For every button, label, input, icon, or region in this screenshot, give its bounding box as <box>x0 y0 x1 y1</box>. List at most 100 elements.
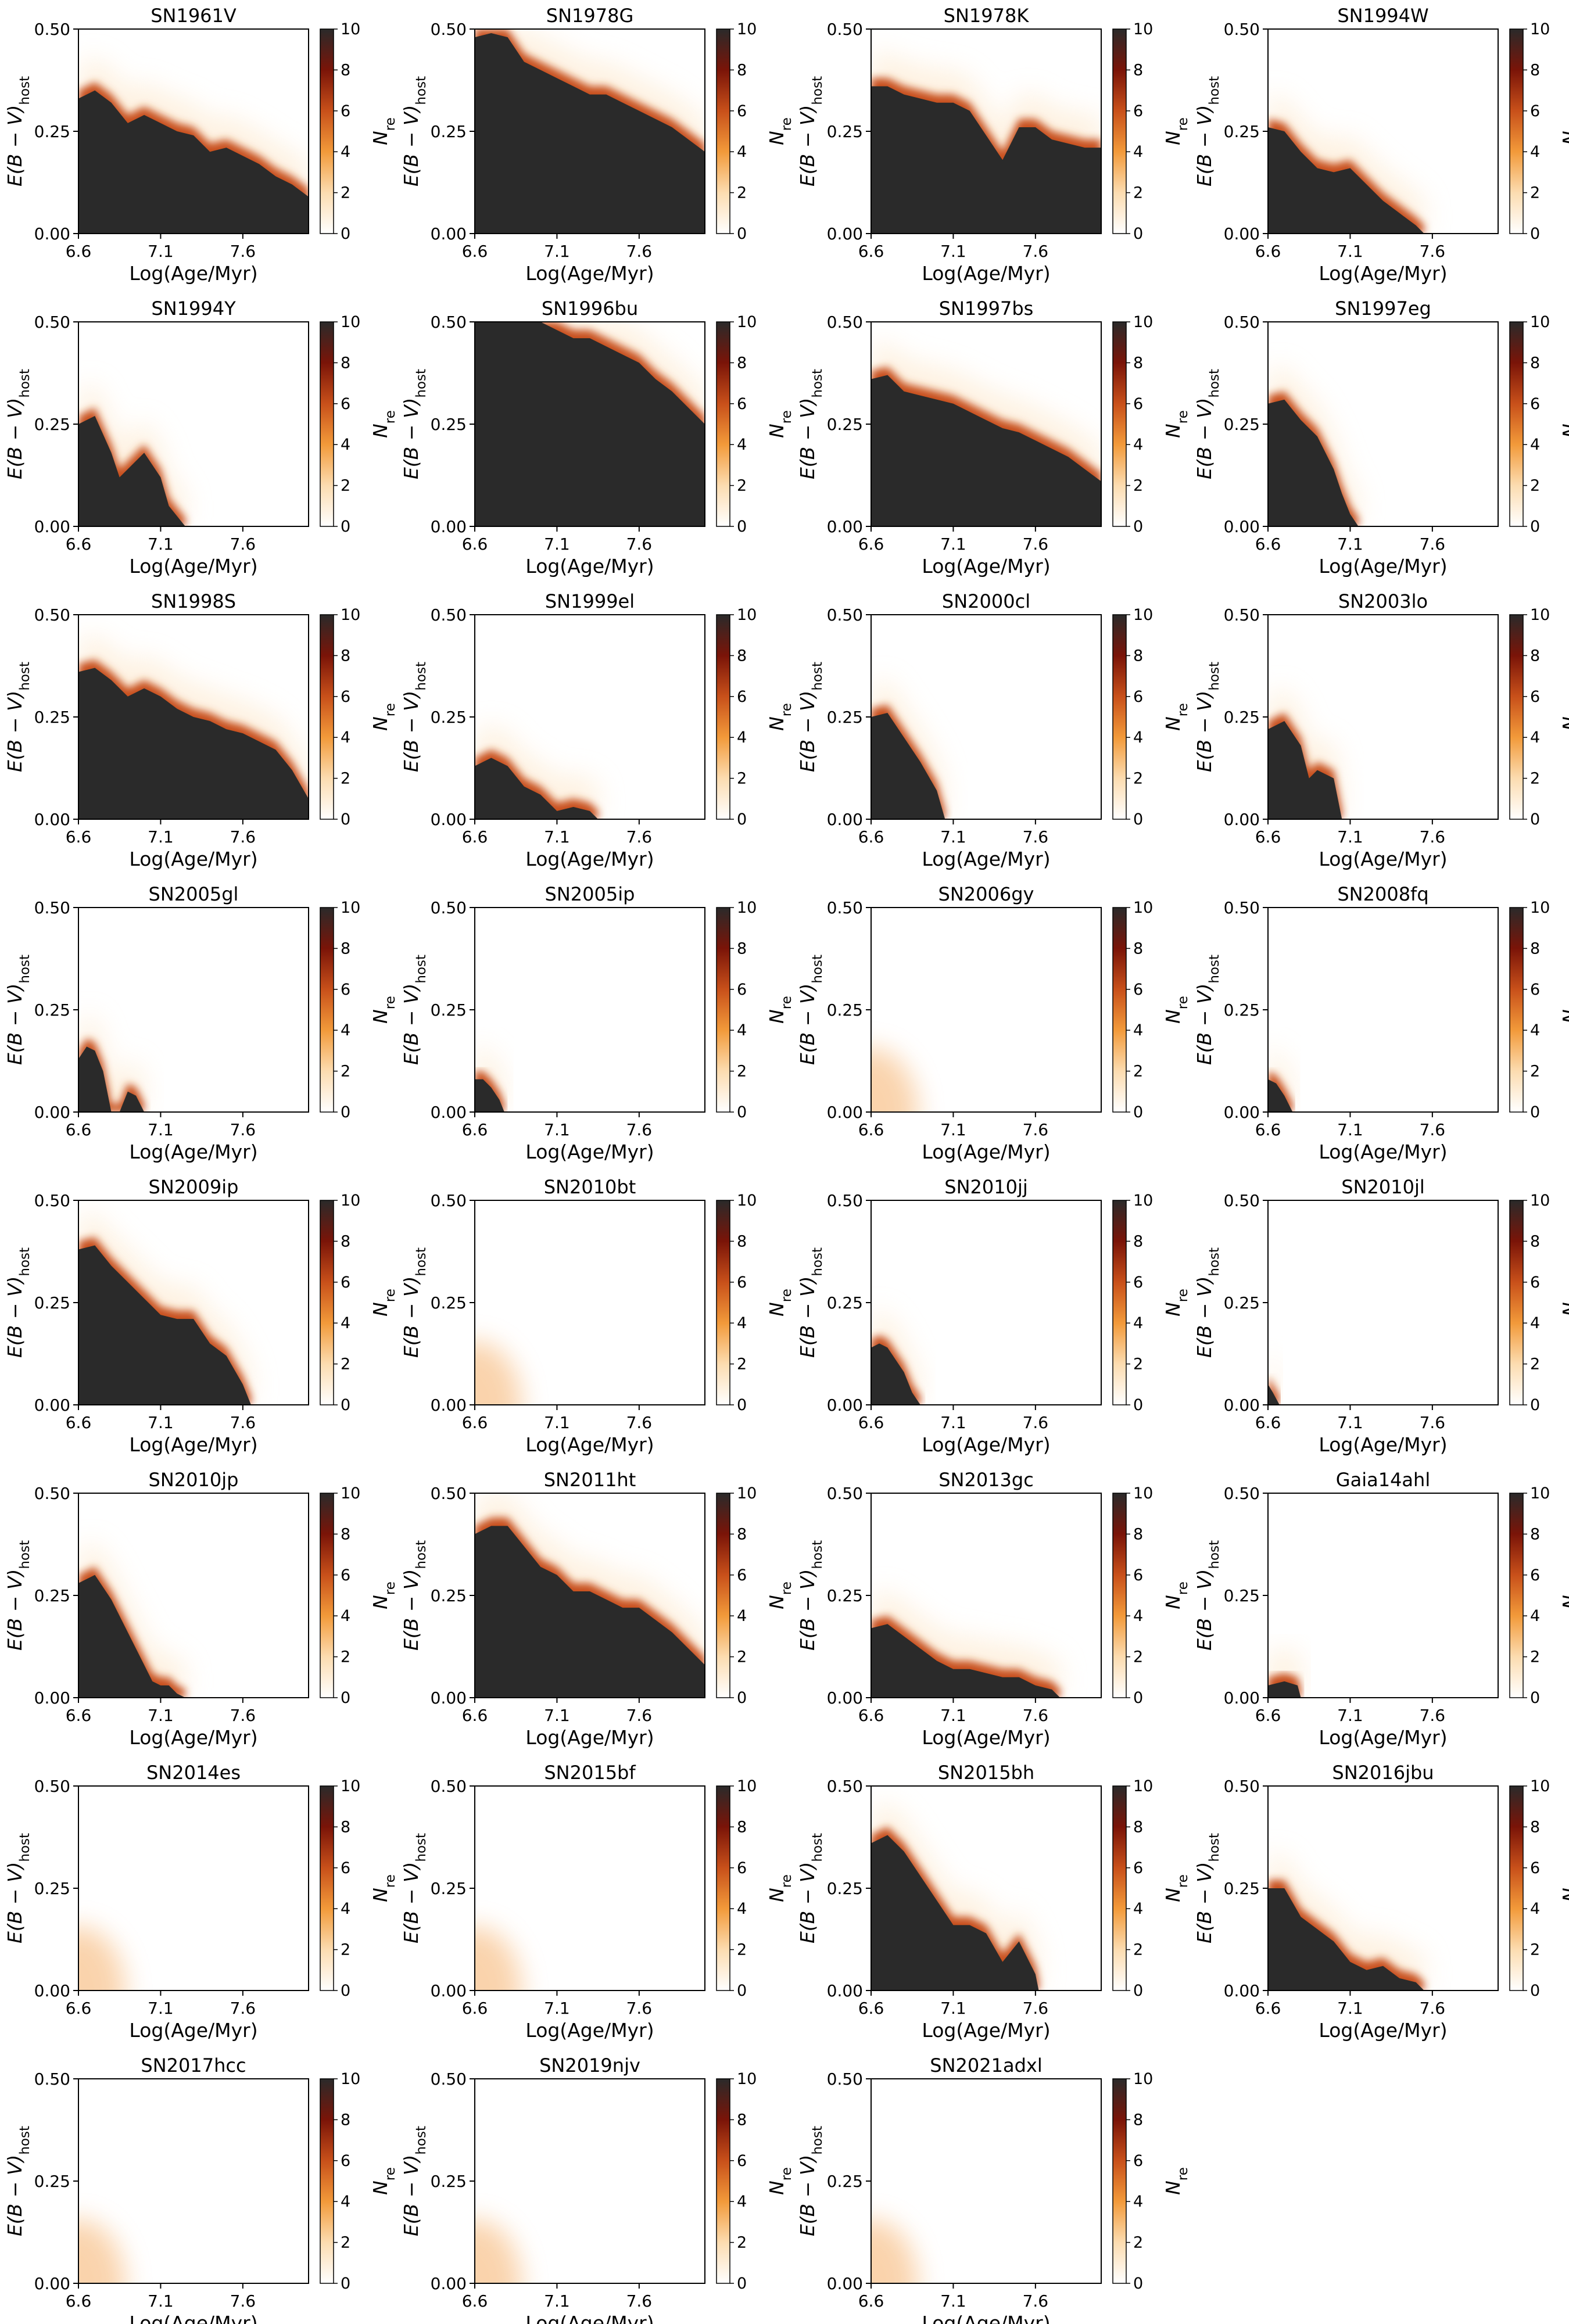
y-tick-label: 0.50 <box>1224 1484 1260 1503</box>
subplot-title: SN2010jp <box>149 1469 239 1491</box>
likelihood-core <box>1268 1681 1301 1698</box>
likelihood-core <box>871 1835 1039 1991</box>
y-tick-label: 0.50 <box>431 313 467 332</box>
subplot-title: SN2014es <box>146 1762 241 1784</box>
y-tick-label: 0.00 <box>1224 517 1260 536</box>
colorbar-tick-label: 4 <box>1133 729 1143 747</box>
y-tick-label: 0.50 <box>827 1191 863 1210</box>
heatmap-area <box>475 1341 521 1405</box>
x-tick-label: 6.6 <box>1255 1999 1281 2018</box>
heatmap-area <box>78 58 309 234</box>
colorbar-tick-label: 8 <box>1133 1232 1143 1250</box>
y-tick-label: 0.25 <box>827 122 863 141</box>
x-tick-label: 6.6 <box>858 2291 884 2311</box>
colorbar-label: Nre <box>1559 703 1569 731</box>
x-axis-label: Log(Age/Myr) <box>525 2019 654 2042</box>
colorbar-tick-label: 6 <box>1133 2152 1143 2170</box>
x-tick-label: 6.6 <box>858 827 884 847</box>
x-tick-label: 6.6 <box>66 1706 92 1725</box>
colorbar-tick-label: 8 <box>1133 61 1143 79</box>
x-tick-label: 7.6 <box>1420 827 1446 847</box>
y-tick-label: 0.00 <box>431 1688 467 1708</box>
y-tick-label: 0.50 <box>431 605 467 625</box>
subplot-SN1978K: SN1978K 6.6 7.1 7.6 0.00 0.25 0.50 Log(Age/Myr)… <box>796 5 1191 285</box>
x-tick-label: 7.1 <box>1337 1413 1363 1432</box>
heatmap-area <box>78 2219 125 2283</box>
subplot-title: SN1978K <box>944 5 1030 27</box>
colorbar-tick-label: 4 <box>341 2193 350 2211</box>
colorbar-tick-label: 2 <box>341 1063 350 1081</box>
y-tick-label: 0.50 <box>431 898 467 917</box>
subplot-SN2008fq: SN2008fq 6.6 7.1 7.6 0.00 0.25 0.50 Log(Age/Myr… <box>1193 883 1569 1163</box>
y-axis-label: E(B − V)host <box>400 955 429 1065</box>
y-tick-label: 0.00 <box>827 517 863 536</box>
colorbar-label: Nre <box>765 996 794 1024</box>
colorbar-tick-label: 2 <box>341 1648 350 1666</box>
colorbar <box>1509 28 1524 234</box>
colorbar-tick-label: 8 <box>341 1232 350 1250</box>
y-axis-label: E(B − V)host <box>1193 662 1222 772</box>
y-tick-label: 0.50 <box>827 898 863 917</box>
colorbar-label: Nre <box>1162 996 1191 1024</box>
colorbar-tick-label: 0 <box>1133 1396 1143 1414</box>
colorbar-tick-label: 2 <box>1530 1355 1540 1373</box>
heatmap-area <box>475 1493 705 1698</box>
plot-frame <box>1267 907 1499 1113</box>
colorbar-tick-label: 8 <box>1530 1525 1540 1543</box>
colorbar <box>1509 1493 1524 1698</box>
subplot-SN2003lo: SN2003lo 6.6 7.1 7.6 0.00 0.25 0.50 Log(Age/Myr… <box>1193 590 1569 870</box>
y-tick-label: 0.50 <box>34 2070 70 2089</box>
colorbar-tick-label: 10 <box>1530 899 1550 917</box>
colorbar-tick-label: 4 <box>1133 2193 1143 2211</box>
y-tick-label: 0.25 <box>431 708 467 727</box>
subplot-title: SN1994Y <box>151 297 236 320</box>
x-tick-label: 7.6 <box>1023 1706 1049 1725</box>
colorbar-label: Nre <box>765 117 794 145</box>
colorbar-tick-label: 2 <box>1133 184 1143 202</box>
x-axis-label: Log(Age/Myr) <box>129 1141 257 1163</box>
y-tick-label: 0.50 <box>827 1777 863 1796</box>
subplot-title: SN2000cl <box>942 590 1030 612</box>
y-tick-label: 0.50 <box>827 313 863 332</box>
heatmap-area <box>78 1927 125 1991</box>
heatmap-area <box>1268 1648 1301 1698</box>
y-axis-label: E(B − V)host <box>3 955 33 1065</box>
likelihood-glow <box>78 2219 125 2283</box>
colorbar-tick-label: 10 <box>737 1484 757 1502</box>
colorbar-label: Nre <box>765 1581 794 1609</box>
x-tick-label: 7.1 <box>940 242 966 261</box>
likelihood-core <box>1268 1384 1280 1405</box>
subplot-SN1998S: SN1998S 6.6 7.1 7.6 0.00 0.25 0.50 Log(Age/Myr)… <box>3 590 398 870</box>
y-tick-label: 0.00 <box>34 2274 70 2293</box>
colorbar-tick-label: 8 <box>737 647 747 665</box>
colorbar-tick-label: 6 <box>1530 1274 1540 1292</box>
x-tick-label: 7.6 <box>626 2291 653 2311</box>
colorbar-tick-label: 0 <box>341 810 350 829</box>
y-tick-label: 0.50 <box>1224 1777 1260 1796</box>
colorbar-tick-label: 6 <box>341 1274 350 1292</box>
subplot-SN1994W: SN1994W 6.6 7.1 7.6 0.00 0.25 0.50 Log(Age/Myr)… <box>1193 5 1569 285</box>
x-axis-label: Log(Age/Myr) <box>922 1433 1050 1456</box>
colorbar-tick-label: 6 <box>341 981 350 999</box>
colorbar-label: Nre <box>1162 117 1191 145</box>
x-tick-label: 6.6 <box>1255 242 1281 261</box>
colorbar <box>1112 907 1127 1113</box>
colorbar-label: Nre <box>765 1874 794 1902</box>
colorbar-tick-label: 2 <box>1530 477 1540 495</box>
colorbar <box>320 1785 334 1991</box>
y-tick-label: 0.00 <box>1224 810 1260 829</box>
x-tick-label: 7.6 <box>1023 1999 1049 2018</box>
x-axis-label: Log(Age/Myr) <box>129 555 257 578</box>
y-tick-label: 0.00 <box>431 224 467 243</box>
y-tick-label: 0.00 <box>827 810 863 829</box>
y-axis-label: E(B − V)host <box>400 662 429 772</box>
y-axis-label: E(B − V)host <box>796 369 825 479</box>
colorbar <box>716 321 730 527</box>
y-tick-label: 0.25 <box>431 415 467 434</box>
colorbar-tick-label: 8 <box>737 1232 747 1250</box>
subplot-title: SN2010jj <box>944 1176 1027 1198</box>
colorbar-label: Nre <box>765 410 794 438</box>
colorbar-tick-label: 8 <box>341 354 350 372</box>
x-axis-label: Log(Age/Myr) <box>1319 262 1447 285</box>
colorbar-tick-label: 8 <box>1530 354 1540 372</box>
